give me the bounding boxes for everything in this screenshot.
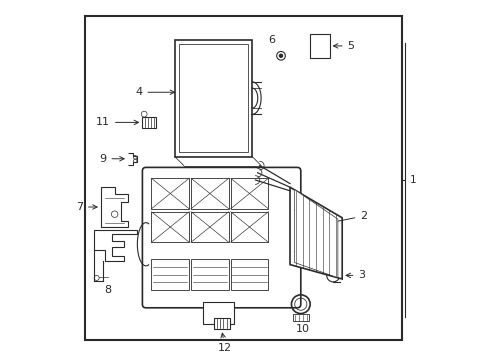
Bar [175, 40, 252, 157]
Bar [214, 318, 229, 329]
Text: 6: 6 [269, 35, 275, 45]
Bar [151, 259, 189, 290]
Text: 1: 1 [410, 175, 416, 185]
Text: 7: 7 [76, 202, 97, 212]
Text: 9: 9 [99, 154, 124, 164]
Text: 10: 10 [295, 324, 310, 334]
Bar [231, 259, 269, 290]
Polygon shape [294, 189, 338, 278]
Text: 5: 5 [334, 41, 355, 51]
Text: 8: 8 [105, 285, 112, 295]
Polygon shape [101, 187, 128, 227]
Text: 3: 3 [346, 270, 366, 280]
Circle shape [279, 54, 283, 57]
Text: 11: 11 [96, 117, 139, 127]
Bar [191, 259, 229, 290]
Polygon shape [94, 230, 137, 261]
Text: 12: 12 [218, 333, 232, 353]
Bar [191, 178, 229, 209]
Bar [191, 212, 229, 242]
Bar [203, 302, 234, 324]
Bar [85, 16, 402, 340]
FancyBboxPatch shape [143, 167, 301, 308]
Bar [310, 34, 330, 58]
Bar [151, 178, 189, 209]
Bar [293, 314, 309, 321]
Bar [143, 117, 156, 128]
Bar [151, 212, 189, 242]
Text: 4: 4 [135, 87, 174, 97]
Bar [179, 44, 248, 152]
Bar [231, 178, 269, 209]
Polygon shape [290, 187, 342, 279]
Text: 2: 2 [332, 211, 368, 224]
Bar [231, 212, 269, 242]
